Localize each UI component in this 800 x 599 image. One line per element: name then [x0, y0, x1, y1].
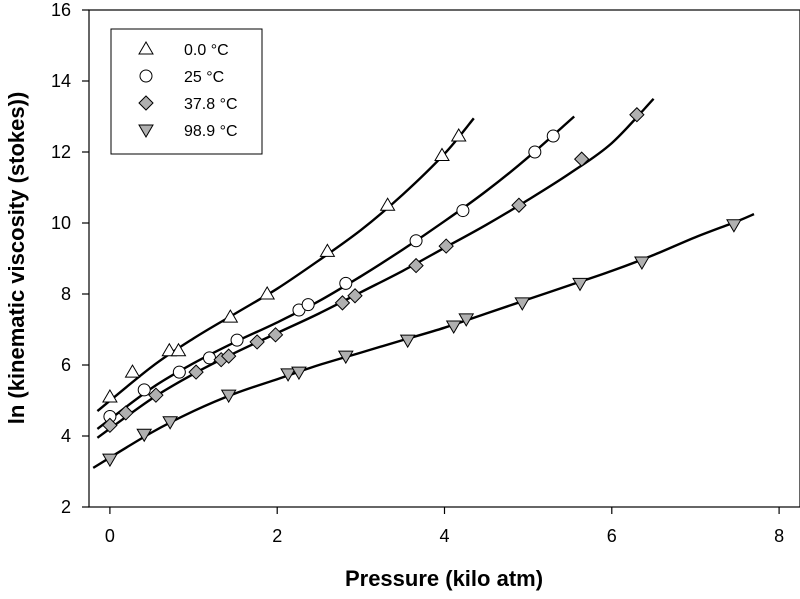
data-point — [334, 295, 351, 311]
data-point — [408, 257, 424, 274]
data-point — [172, 365, 186, 379]
legend-marker — [139, 69, 153, 83]
data-point — [162, 416, 179, 430]
data-point — [572, 277, 588, 292]
y-tick-label: 14 — [51, 71, 71, 91]
x-tick-label: 2 — [272, 526, 282, 546]
y-tick-label: 12 — [51, 142, 71, 162]
legend-marker — [138, 95, 154, 111]
data-point — [458, 313, 475, 327]
data-point — [456, 204, 470, 218]
fit-line — [92, 212, 755, 469]
data-point — [230, 333, 244, 347]
data-point — [379, 197, 396, 211]
legend: 0.0 °C 25 °C 37.8 °C 98.9 °C — [110, 28, 263, 155]
data-point — [280, 368, 296, 382]
data-point — [222, 309, 239, 323]
y-axis-title: ln (kinematic viscosity (stokes)) — [4, 92, 29, 425]
data-point — [249, 334, 265, 350]
data-point — [291, 366, 307, 381]
data-point — [220, 389, 237, 404]
legend-label: 0.0 °C — [184, 42, 229, 59]
legend-label: 37.8 °C — [184, 96, 238, 113]
data-point — [528, 145, 542, 159]
x-tick-label: 0 — [105, 526, 115, 546]
y-tick-label: 16 — [51, 0, 71, 20]
data-point — [546, 129, 560, 143]
fit-line — [96, 115, 575, 430]
data-point — [170, 342, 187, 357]
data-point — [337, 350, 354, 365]
data-point — [629, 107, 645, 123]
data-point — [347, 288, 363, 304]
y-tick-label: 10 — [51, 213, 71, 233]
data-point — [118, 405, 134, 421]
data-point — [514, 297, 531, 311]
data-point — [102, 453, 118, 468]
data-point — [434, 147, 450, 162]
data-point — [267, 327, 284, 343]
axis-ticks: 0 2 4 6 8 2 4 6 8 10 12 14 16 — [51, 0, 784, 546]
data-point — [188, 364, 204, 380]
data-point — [319, 243, 336, 257]
data-point — [445, 320, 462, 334]
data-point — [202, 351, 216, 365]
data-point — [409, 234, 423, 248]
x-tick-label: 4 — [439, 526, 449, 546]
legend-marker — [138, 41, 154, 55]
x-axis-title: Pressure (kilo atm) — [345, 566, 543, 591]
data-point — [102, 417, 118, 434]
data-point — [399, 334, 416, 349]
data-point — [220, 348, 237, 364]
data-point — [511, 197, 527, 213]
x-tick-label: 8 — [774, 526, 784, 546]
data-point — [301, 298, 315, 312]
data-point — [438, 238, 454, 254]
data-points — [102, 107, 742, 468]
data-point — [136, 428, 153, 443]
data-point — [124, 364, 141, 378]
legend-box — [110, 28, 263, 155]
legend-label: 98.9 °C — [184, 123, 238, 140]
y-tick-label: 6 — [61, 355, 71, 375]
legend-label: 25 °C — [184, 69, 224, 86]
y-tick-label: 2 — [61, 497, 71, 517]
fit-curves — [92, 97, 755, 469]
data-point — [137, 383, 151, 397]
y-tick-label: 8 — [61, 284, 71, 304]
data-point — [726, 219, 742, 233]
data-point — [148, 387, 164, 403]
data-point — [259, 286, 276, 300]
y-tick-label: 4 — [61, 426, 71, 446]
data-point — [573, 151, 590, 167]
data-point — [102, 388, 118, 403]
x-tick-label: 6 — [607, 526, 617, 546]
data-point — [450, 128, 467, 142]
data-point — [634, 256, 650, 271]
legend-marker — [138, 124, 154, 138]
data-point — [339, 276, 353, 290]
